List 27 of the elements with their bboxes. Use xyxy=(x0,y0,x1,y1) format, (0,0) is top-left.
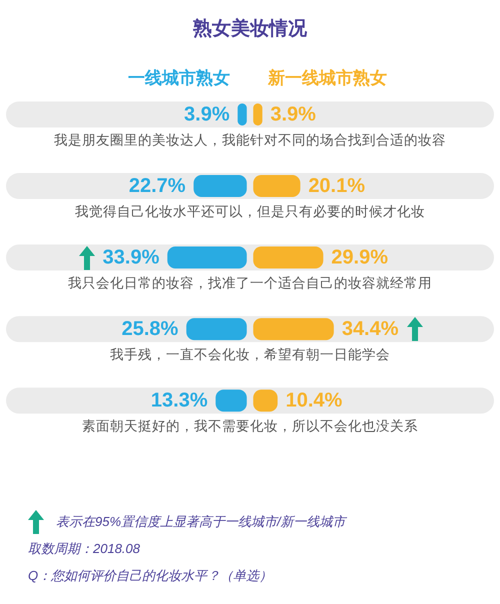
y-tick-label: 我手残，一直不会化妆，希望有朝一日能学会 xyxy=(110,347,390,362)
data-label: 29.9% xyxy=(331,246,388,269)
bar xyxy=(253,318,334,340)
data-label: 33.9% xyxy=(102,246,160,269)
data-label: 3.9% xyxy=(270,103,316,126)
text: Q：您如何评价自己的化妆水平？（单选） xyxy=(28,567,272,585)
bar xyxy=(186,318,247,340)
bar xyxy=(253,174,300,197)
y-tick-label: 素面朝天挺好的，我不需要化妆，所以不会化也没关系 xyxy=(82,418,418,434)
bar xyxy=(167,246,247,269)
text: 取数周期：2018.08 xyxy=(28,540,140,558)
chart-title: 熟女美妆情况 xyxy=(192,18,308,40)
y-tick-label: 我是朋友圈里的美妆达人，我能针对不同的场合找到合适的妆容 xyxy=(54,132,446,148)
y-tick-label: 我觉得自己化妆水平还可以，但是只有必要的时候才化妆 xyxy=(75,204,425,219)
series-label: 一线城市熟女 xyxy=(128,68,230,88)
data-label: 10.4% xyxy=(286,390,343,412)
text: 表示在95%置信度上显著高于一线城市/新一线城市 xyxy=(56,513,346,531)
data-label: 13.3% xyxy=(150,390,208,412)
bar xyxy=(194,174,247,197)
y-tick-label: 我只会化日常的妆容，找准了一个适合自己的妆容就经常用 xyxy=(68,276,432,291)
data-label: 20.1% xyxy=(308,174,366,197)
series-label: 新一线城市熟女 xyxy=(267,68,387,88)
data-label: 25.8% xyxy=(122,318,179,340)
data-label: 34.4% xyxy=(342,318,399,340)
bar xyxy=(253,246,324,269)
data-label: 22.7% xyxy=(128,174,186,197)
data-label: 3.9% xyxy=(184,103,230,126)
